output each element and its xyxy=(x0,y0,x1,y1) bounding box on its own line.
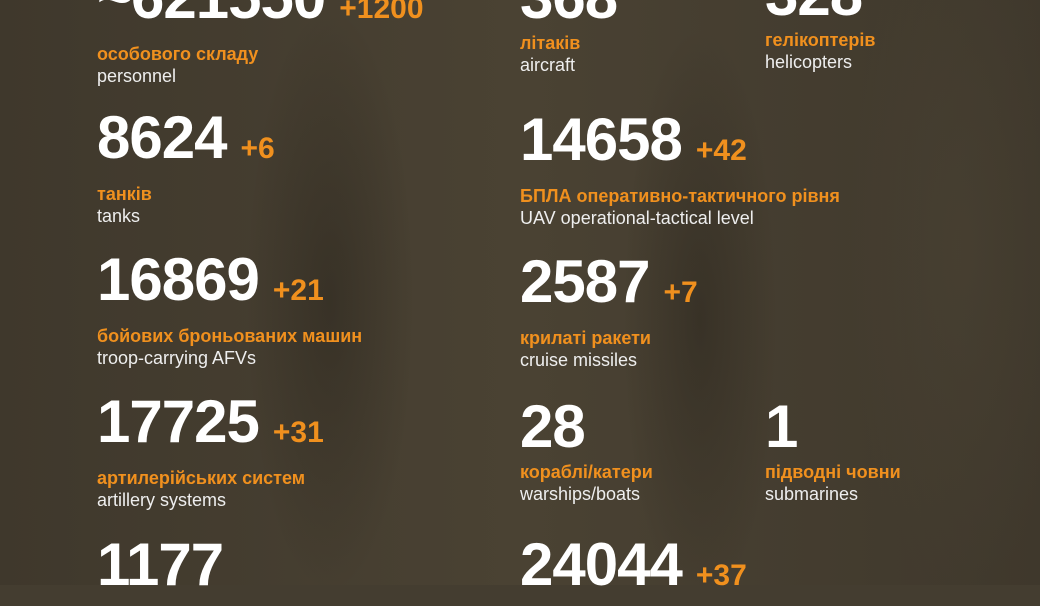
stat-delta: +21 xyxy=(272,274,324,307)
value-text: 28 xyxy=(520,393,586,460)
stat-label-en: aircraft xyxy=(520,55,576,75)
background xyxy=(0,0,1040,585)
stat-value: 1 xyxy=(765,397,901,457)
stat-label-ua: БПЛА оперативно-тактичного рівня xyxy=(520,186,840,206)
stat-delta: +7 xyxy=(663,276,698,309)
stat-value: 16869 +21 xyxy=(97,250,362,321)
stat-value: 28 xyxy=(520,397,653,457)
stat-artillery-systems: 17725 +31 артилерійських систем artillery s… xyxy=(97,392,324,511)
stat-item: 1177 xyxy=(97,535,224,595)
stat-label-ua: підводні човни xyxy=(765,462,901,482)
stat-aircraft: 368літаківaircraft xyxy=(520,0,618,76)
stat-delta: +37 xyxy=(695,559,747,592)
value-text: ~621550 xyxy=(97,0,326,31)
stat-value: 368 xyxy=(520,0,618,31)
stat-label-ua: гелікоптерів xyxy=(765,30,876,50)
stat-tanks: 8624 +6 танків tanks xyxy=(97,108,275,227)
stat-label-en: personnel xyxy=(97,66,177,86)
stat-label-en: submarines xyxy=(765,484,859,504)
stat-label-en: troop-carrying AFVs xyxy=(97,348,257,368)
stat-delta: +1200 xyxy=(339,0,424,25)
value-text: 1 xyxy=(765,393,798,460)
value-text: 8624 xyxy=(97,104,227,171)
stat-value: ~621550 +1200 xyxy=(97,0,424,39)
stat-delta: +6 xyxy=(240,132,275,165)
stat-value: 17725 +31 xyxy=(97,392,324,463)
value-text: 17725 xyxy=(97,388,260,455)
stat-value: 328 xyxy=(765,0,875,25)
value-text: 14658 xyxy=(520,106,683,173)
stat-delta: +31 xyxy=(272,416,324,449)
value-text: 2587 xyxy=(520,248,650,315)
stat-label-en: warships/boats xyxy=(520,484,641,504)
stat-uav-operational-tactical-level: 14658 +42 БПЛА оперативно-тактичного рівня… xyxy=(520,110,840,229)
stat-label-en: cruise missiles xyxy=(520,350,638,370)
value-text: 1177 xyxy=(97,531,224,598)
stat-helicopters: 328гелікоптерівhelicopters xyxy=(765,0,875,73)
stat-cruise-missiles: 2587 +7 крилаті ракети cruise missiles xyxy=(520,252,698,371)
stat-value: 14658 +42 xyxy=(520,110,840,181)
stat-label-ua: особового складу xyxy=(97,44,259,64)
stat-label-ua: крилаті ракети xyxy=(520,328,652,348)
stat-item: 24044 +37 xyxy=(520,535,747,606)
stat-warships-boats: 28 кораблі/катери warships/boats xyxy=(520,397,653,505)
stat-label-ua: артилерійських систем xyxy=(97,468,306,488)
stat-label-ua: бойових броньованих машин xyxy=(97,326,363,346)
stat-value: 2587 +7 xyxy=(520,252,698,323)
stat-value: 24044 +37 xyxy=(520,535,747,606)
value-text: 24044 xyxy=(520,531,683,598)
value-text: 328 xyxy=(765,0,863,28)
stat-label-ua: літаків xyxy=(520,33,581,53)
stat-troop-carrying-afvs: 16869 +21 бойових броньованих машин troop-c… xyxy=(97,250,362,369)
stat-label-ua: кораблі/катери xyxy=(520,462,653,482)
stat-label-en: helicopters xyxy=(765,52,853,72)
stat-label-en: tanks xyxy=(97,206,141,226)
value-text: 368 xyxy=(520,0,618,31)
stat-value: 8624 +6 xyxy=(97,108,275,179)
stat-delta: +42 xyxy=(695,134,747,167)
stat-label-ua: танків xyxy=(97,184,152,204)
value-text: 16869 xyxy=(97,246,260,313)
stat-label-en: UAV operational-tactical level xyxy=(520,208,754,228)
stat-label-en: artillery systems xyxy=(97,490,227,510)
stat-submarines: 1 підводні човни submarines xyxy=(765,397,901,505)
stat-value: 1177 xyxy=(97,535,224,595)
